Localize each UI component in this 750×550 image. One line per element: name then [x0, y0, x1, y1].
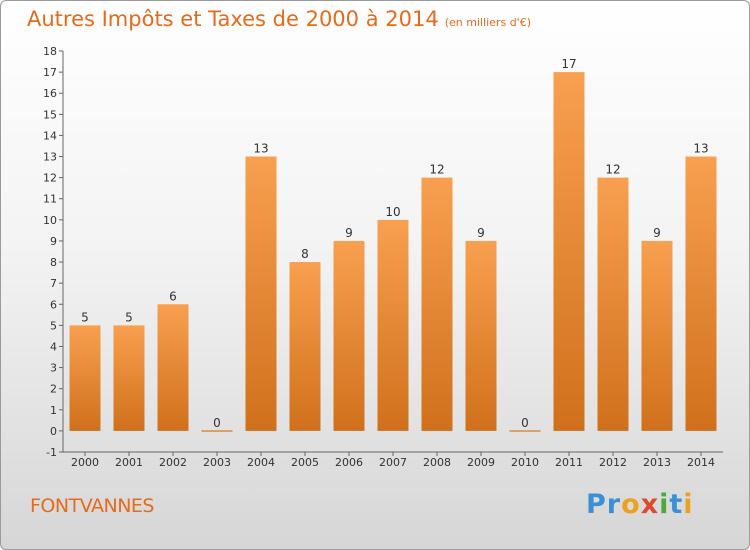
y-tick-label: 4 — [50, 340, 57, 353]
bar-2014 — [685, 156, 717, 431]
x-tick-label-2000: 2000 — [71, 456, 99, 469]
proxiti-logo: Proxiti — [586, 489, 694, 520]
x-tick-label-2012: 2012 — [599, 456, 627, 469]
x-tick-label-2013: 2013 — [643, 456, 671, 469]
bar-2003 — [201, 430, 233, 432]
data-label-2014: 13 — [693, 142, 708, 156]
y-tick-label: 7 — [50, 277, 57, 290]
data-label-2005: 8 — [301, 247, 309, 261]
y-tick-label: 11 — [43, 193, 57, 206]
y-tick-label: 2 — [50, 383, 57, 396]
data-label-2008: 12 — [429, 163, 444, 177]
x-tick-label-2001: 2001 — [115, 456, 143, 469]
bar-2001 — [113, 325, 145, 431]
town-name: FONTVANNES — [30, 495, 154, 517]
bars: 5 5 6 0 13 8 9 10 12 9 0 17 12 9 13 — [69, 57, 717, 432]
logo-letter: r — [606, 489, 622, 520]
x-tick-label-2007: 2007 — [379, 456, 407, 469]
x-tick-label-2010: 2010 — [511, 456, 539, 469]
y-tick-label: 8 — [50, 256, 57, 269]
bar-2007 — [377, 219, 409, 431]
data-label-2006: 9 — [345, 226, 353, 240]
y-tick-label: 5 — [50, 319, 57, 332]
x-axis: 2000 2001 2002 2003 2004 2005 2006 2007 2008 2009… — [63, 451, 723, 469]
x-tick-label-2009: 2009 — [467, 456, 495, 469]
y-tick-label: 3 — [50, 362, 57, 375]
logo-letter: i — [659, 489, 670, 520]
bar-2009 — [465, 240, 497, 431]
data-label-2007: 10 — [385, 205, 400, 219]
logo-letter: t — [669, 489, 684, 520]
y-tick-label: -1 — [46, 446, 57, 459]
x-tick-label-2002: 2002 — [159, 456, 187, 469]
data-label-2013: 9 — [653, 226, 661, 240]
bar-2002 — [157, 304, 189, 431]
chart-subtitle: (en milliers d'€) — [444, 16, 531, 29]
logo-letter: P — [586, 489, 607, 520]
logo-letter: o — [621, 489, 641, 520]
y-tick-label: 14 — [43, 129, 57, 142]
data-label-2003: 0 — [213, 416, 221, 430]
data-label-2004: 13 — [253, 142, 268, 156]
bar-2005 — [289, 262, 321, 431]
data-label-2000: 5 — [81, 310, 89, 324]
y-tick-label: 13 — [43, 151, 57, 164]
y-tick-label: 17 — [43, 66, 57, 79]
data-label-2009: 9 — [477, 226, 485, 240]
x-tick-label-2014: 2014 — [687, 456, 715, 469]
x-tick-label-2003: 2003 — [203, 456, 231, 469]
data-label-2010: 0 — [521, 416, 529, 430]
x-tick-label-2006: 2006 — [335, 456, 363, 469]
y-tick-label: 10 — [43, 214, 57, 227]
y-tick-label: 15 — [43, 108, 57, 121]
data-label-2011: 17 — [561, 57, 576, 71]
bar-2004 — [245, 156, 277, 431]
data-label-2012: 12 — [605, 163, 620, 177]
bar-2006 — [333, 240, 365, 431]
x-tick-label-2005: 2005 — [291, 456, 319, 469]
y-tick-label: 0 — [50, 425, 57, 438]
y-tick-label: 12 — [43, 172, 57, 185]
y-tick-label: 6 — [50, 298, 57, 311]
x-tick-label-2011: 2011 — [555, 456, 583, 469]
chart-title-text: Autres Impôts et Taxes de 2000 à 2014 — [27, 7, 439, 31]
bar-2000 — [69, 325, 101, 431]
y-tick-label: 18 — [43, 45, 57, 58]
x-tick-label-2004: 2004 — [247, 456, 275, 469]
logo-letter: i — [683, 489, 694, 520]
chart-title: Autres Impôts et Taxes de 2000 à 2014 (en… — [27, 7, 531, 31]
data-label-2002: 6 — [169, 289, 177, 303]
data-label-2001: 5 — [125, 310, 133, 324]
x-tick-label-2008: 2008 — [423, 456, 451, 469]
y-tick-label: 16 — [43, 87, 57, 100]
bar-2008 — [421, 177, 453, 431]
y-tick-label: 1 — [50, 404, 57, 417]
bar-2013 — [641, 240, 673, 431]
bar-2010 — [509, 430, 541, 432]
bar-2011 — [553, 72, 585, 431]
logo-letter: x — [640, 489, 660, 520]
bar-2012 — [597, 177, 629, 431]
y-tick-label: 9 — [50, 235, 57, 248]
